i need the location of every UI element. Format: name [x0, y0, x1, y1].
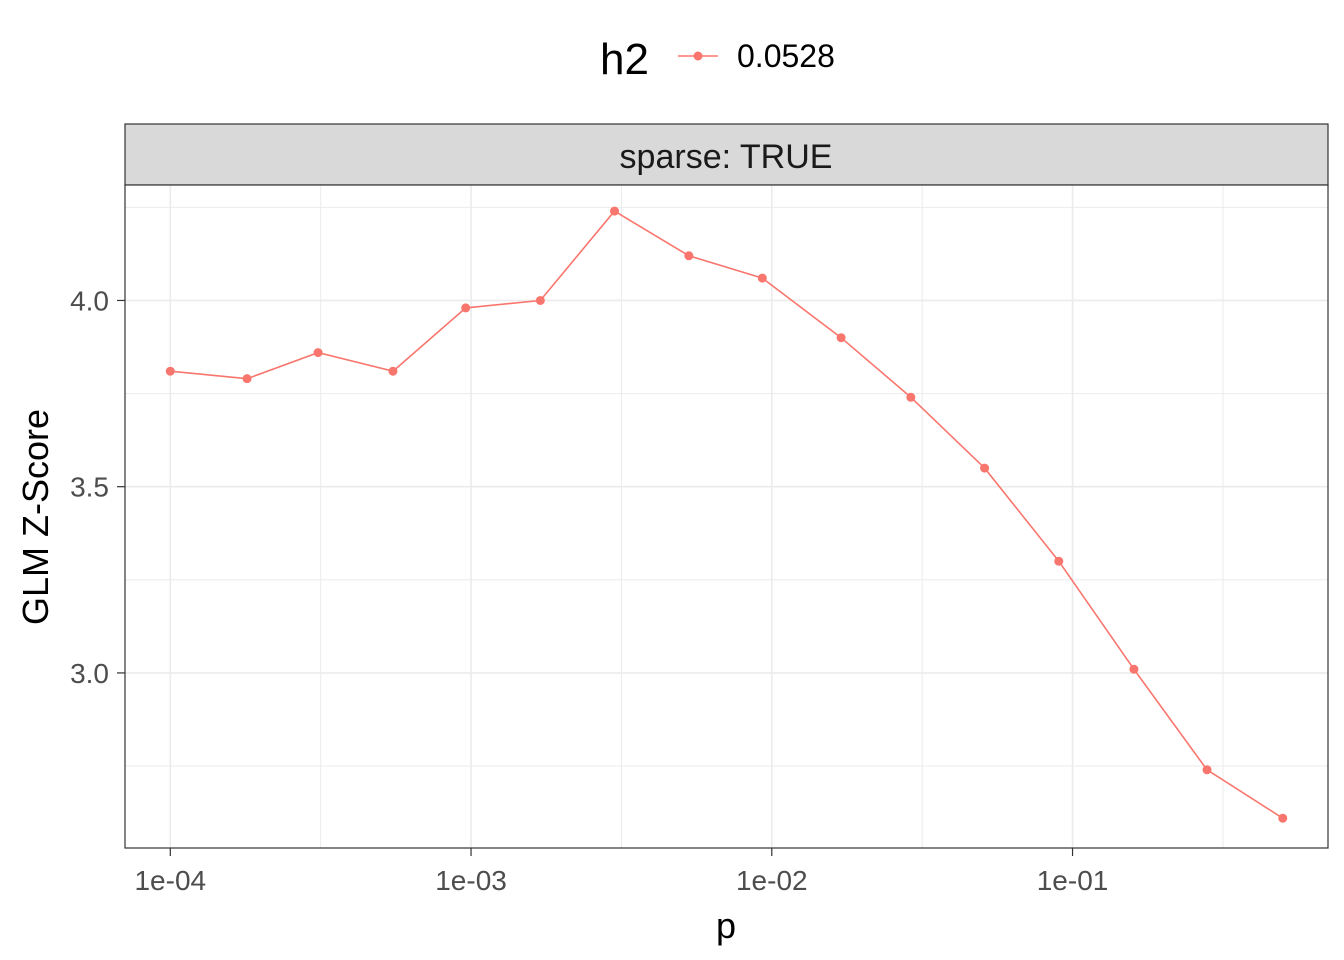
y-tick-label: 3.0	[70, 658, 109, 689]
y-axis: 3.0 3.5 4.0	[70, 285, 125, 689]
legend-title: h2	[600, 35, 649, 84]
data-point	[684, 251, 694, 261]
x-tick-label: 1e-01	[1037, 865, 1109, 896]
data-point	[313, 348, 323, 358]
data-point	[461, 303, 471, 313]
data-point	[610, 206, 620, 216]
data-point	[1202, 765, 1212, 775]
x-tick-label: 1e-04	[134, 865, 206, 896]
plot-panel-border	[124, 184, 1329, 849]
data-point	[757, 273, 767, 283]
major-gridlines	[125, 185, 1328, 848]
legend-label: 0.0528	[737, 38, 835, 74]
data-point	[535, 295, 545, 305]
facet-strip: sparse: TRUE	[124, 123, 1329, 186]
data-point	[1054, 556, 1064, 566]
x-axis: 1e-04 1e-03 1e-02 1e-01	[134, 848, 1108, 896]
x-tick-label: 1e-02	[736, 865, 808, 896]
series-layer	[165, 206, 1288, 823]
legend: h2 0.0528	[600, 35, 835, 84]
plot-panel-background	[125, 185, 1328, 848]
y-tick-label: 3.5	[70, 472, 109, 503]
data-point	[980, 463, 990, 473]
data-point	[906, 392, 916, 402]
minor-gridlines	[125, 185, 1328, 848]
x-tick-label: 1e-03	[435, 865, 507, 896]
data-point	[1129, 664, 1139, 674]
data-point	[165, 366, 175, 376]
data-point	[242, 374, 252, 384]
data-point	[388, 366, 398, 376]
y-tick-label: 4.0	[70, 285, 109, 316]
facet-strip-label: sparse: TRUE	[620, 138, 833, 176]
series-line	[170, 210, 1284, 819]
y-axis-title: GLM Z-Score	[15, 409, 56, 625]
data-point	[836, 333, 846, 343]
x-axis-title: p	[716, 905, 736, 946]
data-point	[1278, 813, 1288, 823]
legend-key-point	[693, 51, 703, 61]
